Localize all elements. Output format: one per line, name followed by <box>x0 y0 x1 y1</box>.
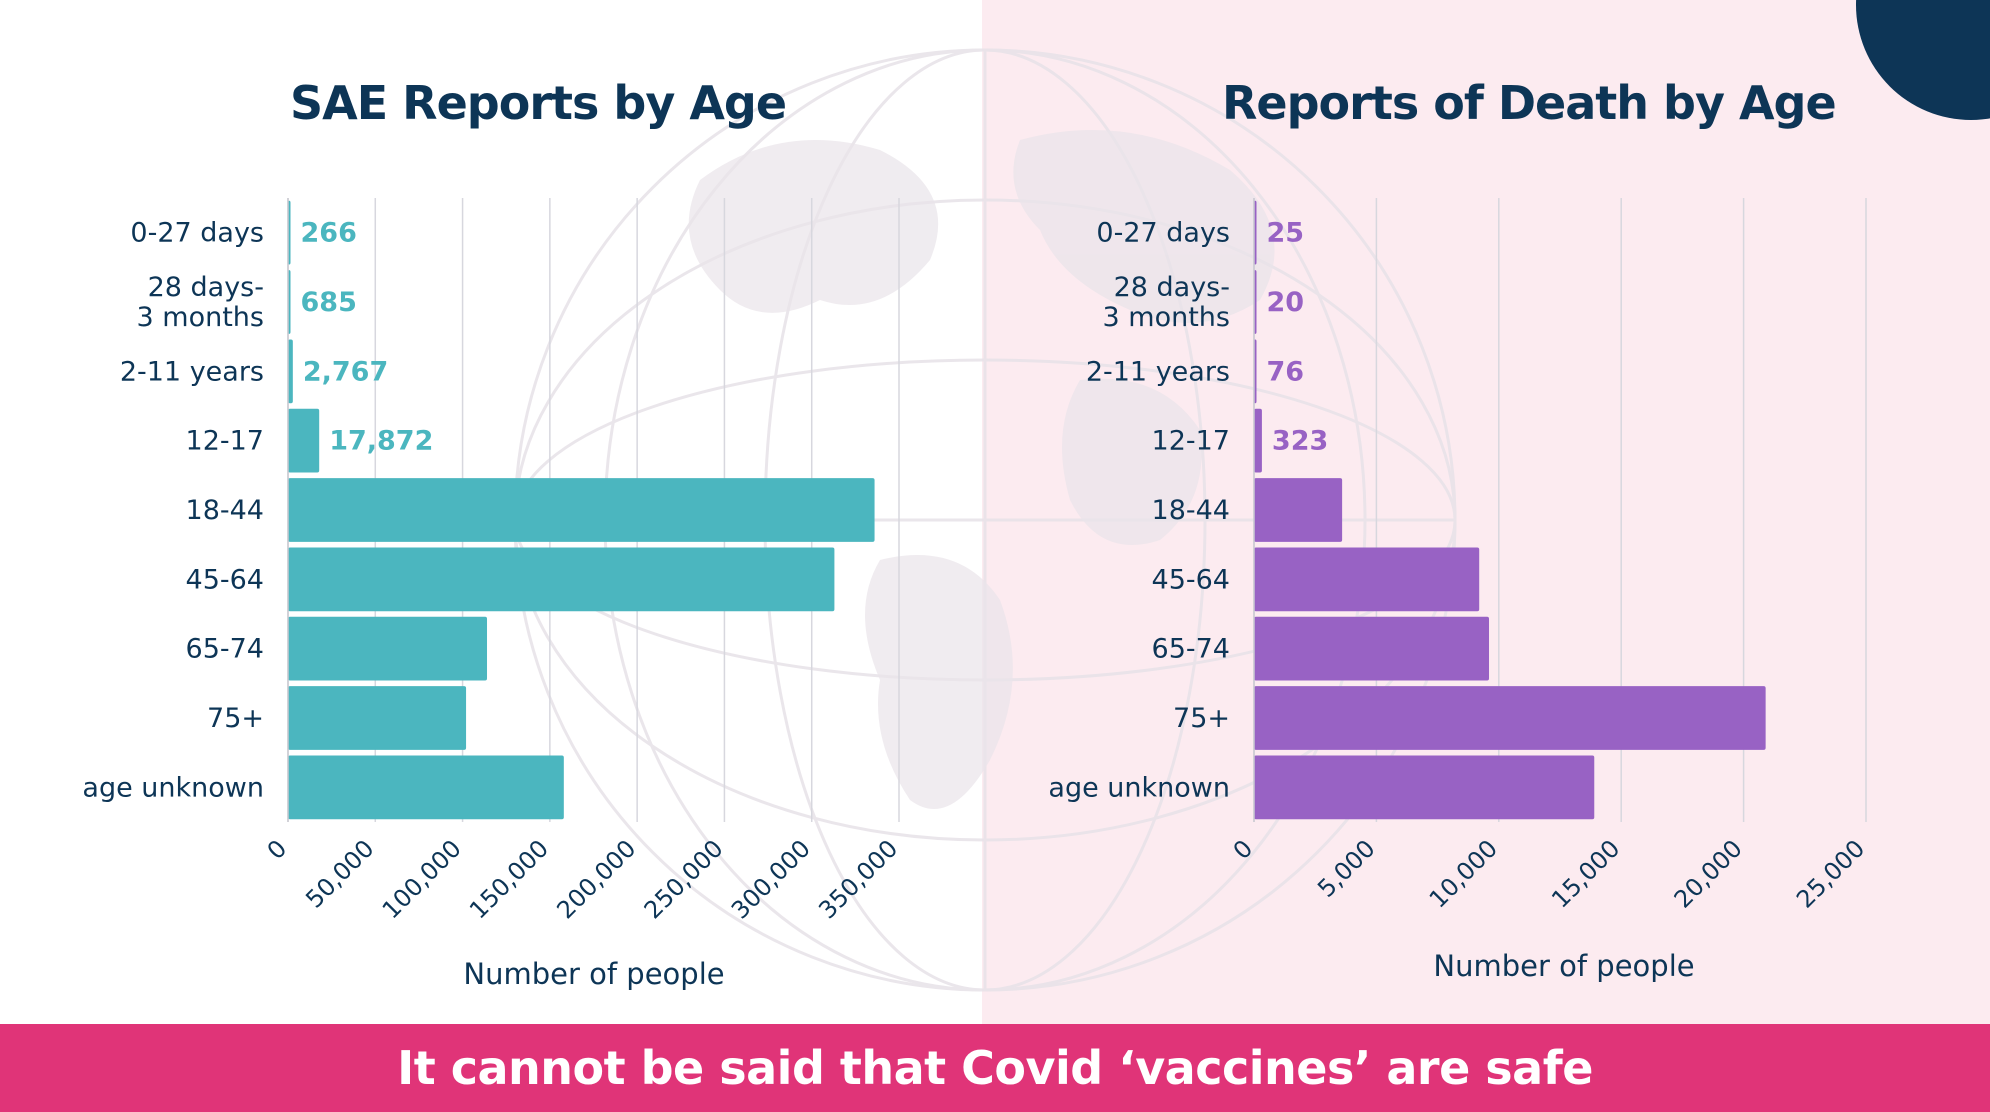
bar <box>1254 478 1343 542</box>
category-label: 75+ <box>1173 703 1230 734</box>
category-label: 45-64 <box>1152 564 1230 595</box>
data-label: 25 <box>1267 218 1305 249</box>
footer-text: It cannot be said that Covid ‘vaccines’ … <box>397 1041 1593 1095</box>
category-label: 75+ <box>207 703 264 734</box>
category-label: age unknown <box>1048 772 1230 803</box>
bar <box>1254 686 1766 750</box>
data-label: 17,872 <box>329 426 433 457</box>
category-label: 0-27 days <box>1096 218 1230 249</box>
data-label: 266 <box>301 218 357 249</box>
bar <box>288 755 564 820</box>
category-label: 12-17 <box>1152 426 1230 457</box>
death-bar-chart: 0 5,000 10,000 15,000 20,000 25,000 0-27 days 2… <box>1048 198 1870 983</box>
x-tick-label: 25,000 <box>1791 834 1870 913</box>
x-axis-label: Number of people <box>1433 949 1694 983</box>
bar <box>1254 755 1595 820</box>
data-label: 76 <box>1267 356 1305 387</box>
category-label: age unknown <box>82 772 264 803</box>
bar <box>1254 616 1490 681</box>
data-label: 323 <box>1272 426 1328 457</box>
bar <box>288 547 835 612</box>
data-label: 685 <box>301 287 357 318</box>
x-tick-label: 10,000 <box>1424 834 1503 913</box>
data-label: 20 <box>1267 287 1305 318</box>
category-label: 28 days- <box>1114 272 1230 303</box>
bar <box>1254 547 1480 612</box>
footer-banner: It cannot be said that Covid ‘vaccines’ … <box>0 1024 1990 1112</box>
x-tick-label: 15,000 <box>1546 834 1625 913</box>
x-tick-label: 20,000 <box>1669 834 1748 913</box>
bar <box>1254 408 1262 473</box>
sae-bar-chart: 0 50,000100,000150,000200,000250,000300,0… <box>82 198 903 991</box>
chart-title-sae: SAE Reports by Age <box>290 76 787 130</box>
bar <box>288 478 875 542</box>
x-axis-label: Number of people <box>463 957 724 991</box>
bar <box>288 616 488 681</box>
category-label: 18-44 <box>1152 495 1230 526</box>
x-tick-label: 5,000 <box>1312 834 1380 902</box>
category-label: 65-74 <box>1152 634 1230 665</box>
category-label: 28 days- <box>148 272 264 303</box>
bar <box>288 686 467 750</box>
category-label: 2-11 years <box>120 356 264 387</box>
bar <box>288 339 293 404</box>
category-label: 65-74 <box>186 634 264 665</box>
category-label: 2-11 years <box>1086 356 1230 387</box>
category-label: 12-17 <box>186 426 264 457</box>
x-tick-label: 0 <box>1228 834 1259 865</box>
category-label: 18-44 <box>186 495 264 526</box>
category-label: 3 months <box>137 302 264 333</box>
data-label: 2,767 <box>303 356 388 387</box>
category-label: 45-64 <box>186 564 264 595</box>
chart-title-death: Reports of Death by Age <box>1222 76 1837 130</box>
category-label: 0-27 days <box>130 218 264 249</box>
category-label: 3 months <box>1103 302 1230 333</box>
bar <box>288 408 320 473</box>
